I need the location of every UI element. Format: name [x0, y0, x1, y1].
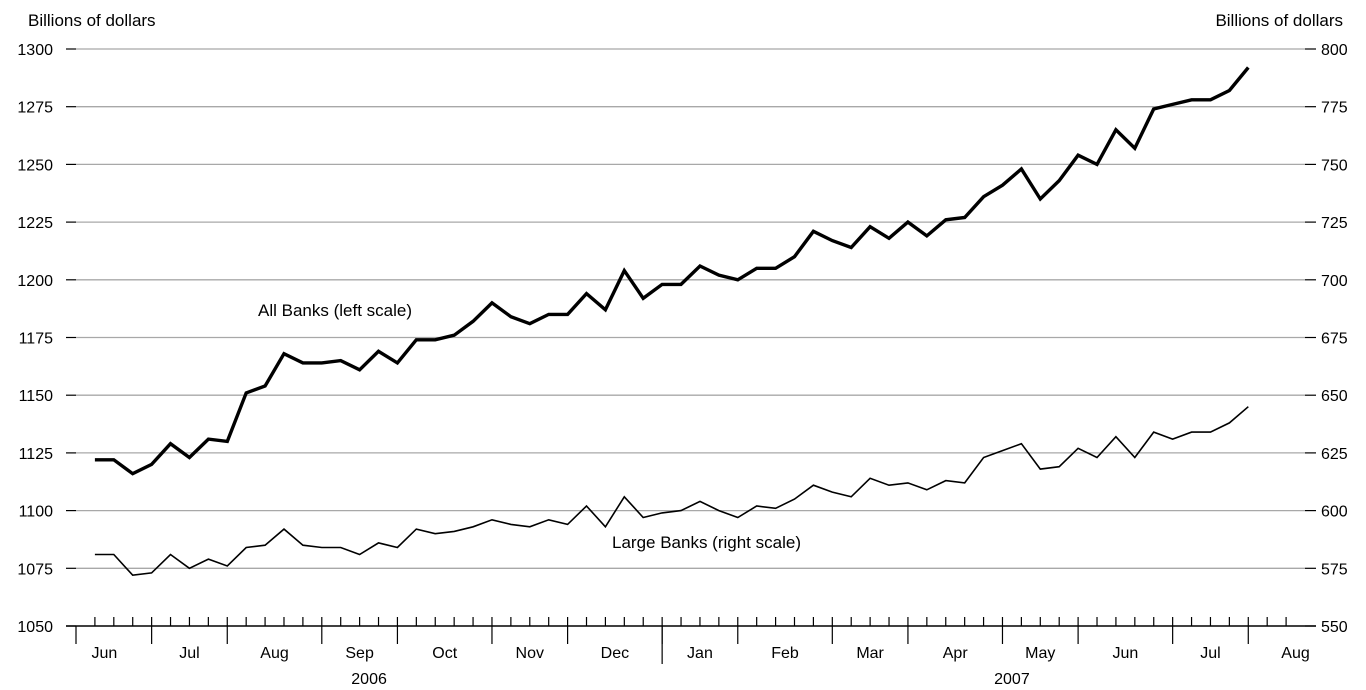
month-label: Dec — [601, 645, 629, 662]
left-axis-tick-label: 1075 — [17, 561, 53, 578]
month-label: Feb — [771, 645, 799, 662]
left-axis-tick-label: 1225 — [17, 215, 53, 232]
month-label: Apr — [943, 645, 969, 662]
labels: Billions of dollars Billions of dollars … — [28, 11, 1343, 552]
year-label: 2007 — [994, 671, 1030, 688]
left-axis-tick-label: 1050 — [17, 619, 53, 636]
left-axis-tick-label: 1275 — [17, 100, 53, 117]
year-label: 2006 — [351, 671, 387, 688]
series-label-all-banks: All Banks (left scale) — [258, 301, 412, 320]
right-axis-tick-label: 575 — [1321, 561, 1348, 578]
month-label: Jul — [1200, 645, 1220, 662]
right-axis-tick-label: 775 — [1321, 100, 1348, 117]
month-label: Jun — [91, 645, 117, 662]
right-axis-tick-label: 700 — [1321, 273, 1348, 290]
series-label-large-banks: Large Banks (right scale) — [612, 533, 801, 552]
month-label: Jul — [179, 645, 199, 662]
right-axis-tick-label: 750 — [1321, 157, 1348, 174]
month-label: Oct — [432, 645, 457, 662]
right-axis-tick-label: 600 — [1321, 504, 1348, 521]
left-axis-tick-label: 1150 — [19, 388, 54, 405]
month-label: Mar — [856, 645, 884, 662]
left-axis-unit-label: Billions of dollars — [28, 11, 156, 30]
right-axis-tick-label: 625 — [1321, 446, 1348, 463]
series-line-all-banks — [94, 66, 1250, 476]
gridlines — [76, 48, 1305, 569]
series-line-large-banks — [94, 406, 1249, 577]
right-axis-tick-label: 650 — [1321, 388, 1348, 405]
right-axis-tick-label: 550 — [1321, 619, 1348, 636]
month-label: May — [1025, 645, 1055, 662]
right-axis-tick-label: 800 — [1321, 42, 1348, 59]
right-axis-tick-label: 675 — [1321, 331, 1348, 348]
month-label: Nov — [516, 645, 544, 662]
left-axis-tick-label: 1200 — [17, 273, 53, 290]
axes: 1050 1075 1100 1125 1150 1175 1200 1225 1250 1275… — [17, 42, 1347, 688]
month-label: Jun — [1112, 645, 1138, 662]
left-axis-tick-label: 1250 — [17, 157, 53, 174]
month-label: Sep — [345, 645, 374, 662]
right-axis-unit-label: Billions of dollars — [1215, 11, 1343, 30]
left-axis-tick-label: 1100 — [19, 504, 54, 521]
series-lines — [94, 66, 1250, 577]
month-label: Aug — [260, 645, 288, 662]
month-label: Aug — [1281, 645, 1309, 662]
month-label: Jan — [687, 645, 713, 662]
right-axis-tick-label: 725 — [1321, 215, 1348, 232]
left-axis-tick-label: 1175 — [19, 331, 54, 348]
left-axis-tick-label: 1125 — [19, 446, 54, 463]
left-axis-tick-label: 1300 — [17, 42, 53, 59]
